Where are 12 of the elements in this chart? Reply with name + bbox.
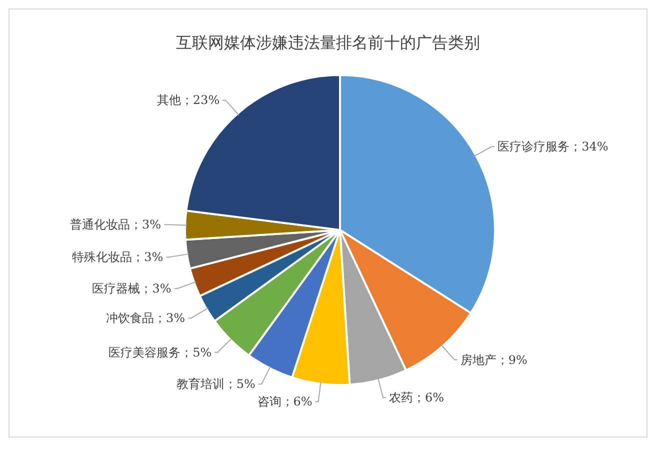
- slice-label: 医疗美容服务；5%: [108, 345, 212, 360]
- slice-label: 其他；23%: [156, 93, 220, 108]
- chart-title: 互联网媒体涉嫌违法量排名前十的广告类别: [176, 33, 480, 52]
- slice-label: 咨询；6%: [257, 394, 312, 409]
- slice-label: 特殊化妆品；3%: [72, 250, 164, 264]
- slice-label: 医疗诊疗服务；34%: [498, 140, 608, 154]
- slice-label: 农药；6%: [389, 390, 444, 405]
- slice-label: 普通化妆品；3%: [70, 218, 162, 232]
- slice-label: 冲饮食品；3%: [106, 311, 186, 326]
- slice-label: 医疗器械；3%: [92, 282, 172, 296]
- slice-label: 房地产；9%: [460, 352, 528, 367]
- slice-label: 教育培训；5%: [176, 377, 256, 392]
